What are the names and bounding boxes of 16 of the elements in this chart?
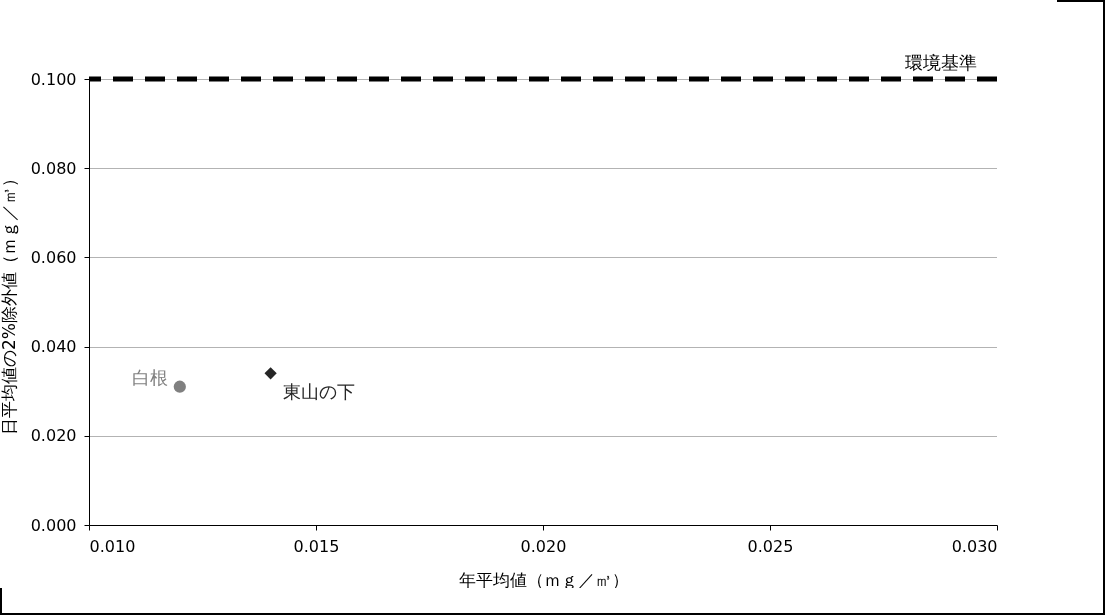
x-tick-label: 0.025: [747, 536, 794, 556]
y-tick-label: 0.000: [30, 515, 77, 535]
y-tick-label: 0.100: [30, 69, 77, 89]
y-tick-label: 0.040: [30, 337, 77, 357]
x-axis-title: 年平均値（ｍｇ／㎥）: [458, 569, 629, 590]
y-tick-label: 0.020: [30, 426, 77, 446]
x-tick-label: 0.015: [293, 536, 340, 556]
x-tick-label: 0.010: [89, 536, 136, 556]
series-label: 東山の下: [282, 381, 355, 403]
ref-line-label: 環境基準: [905, 52, 977, 73]
y-axis-title: 日平均値の2%除外値（ｍｇ／㎥）: [0, 170, 19, 435]
series-label: 白根: [131, 366, 168, 388]
x-tick-label: 0.020: [520, 536, 567, 556]
y-tick-label: 0.060: [30, 247, 77, 267]
y-tick-label: 0.080: [30, 158, 77, 178]
x-tick-label: 0.030: [951, 536, 998, 556]
